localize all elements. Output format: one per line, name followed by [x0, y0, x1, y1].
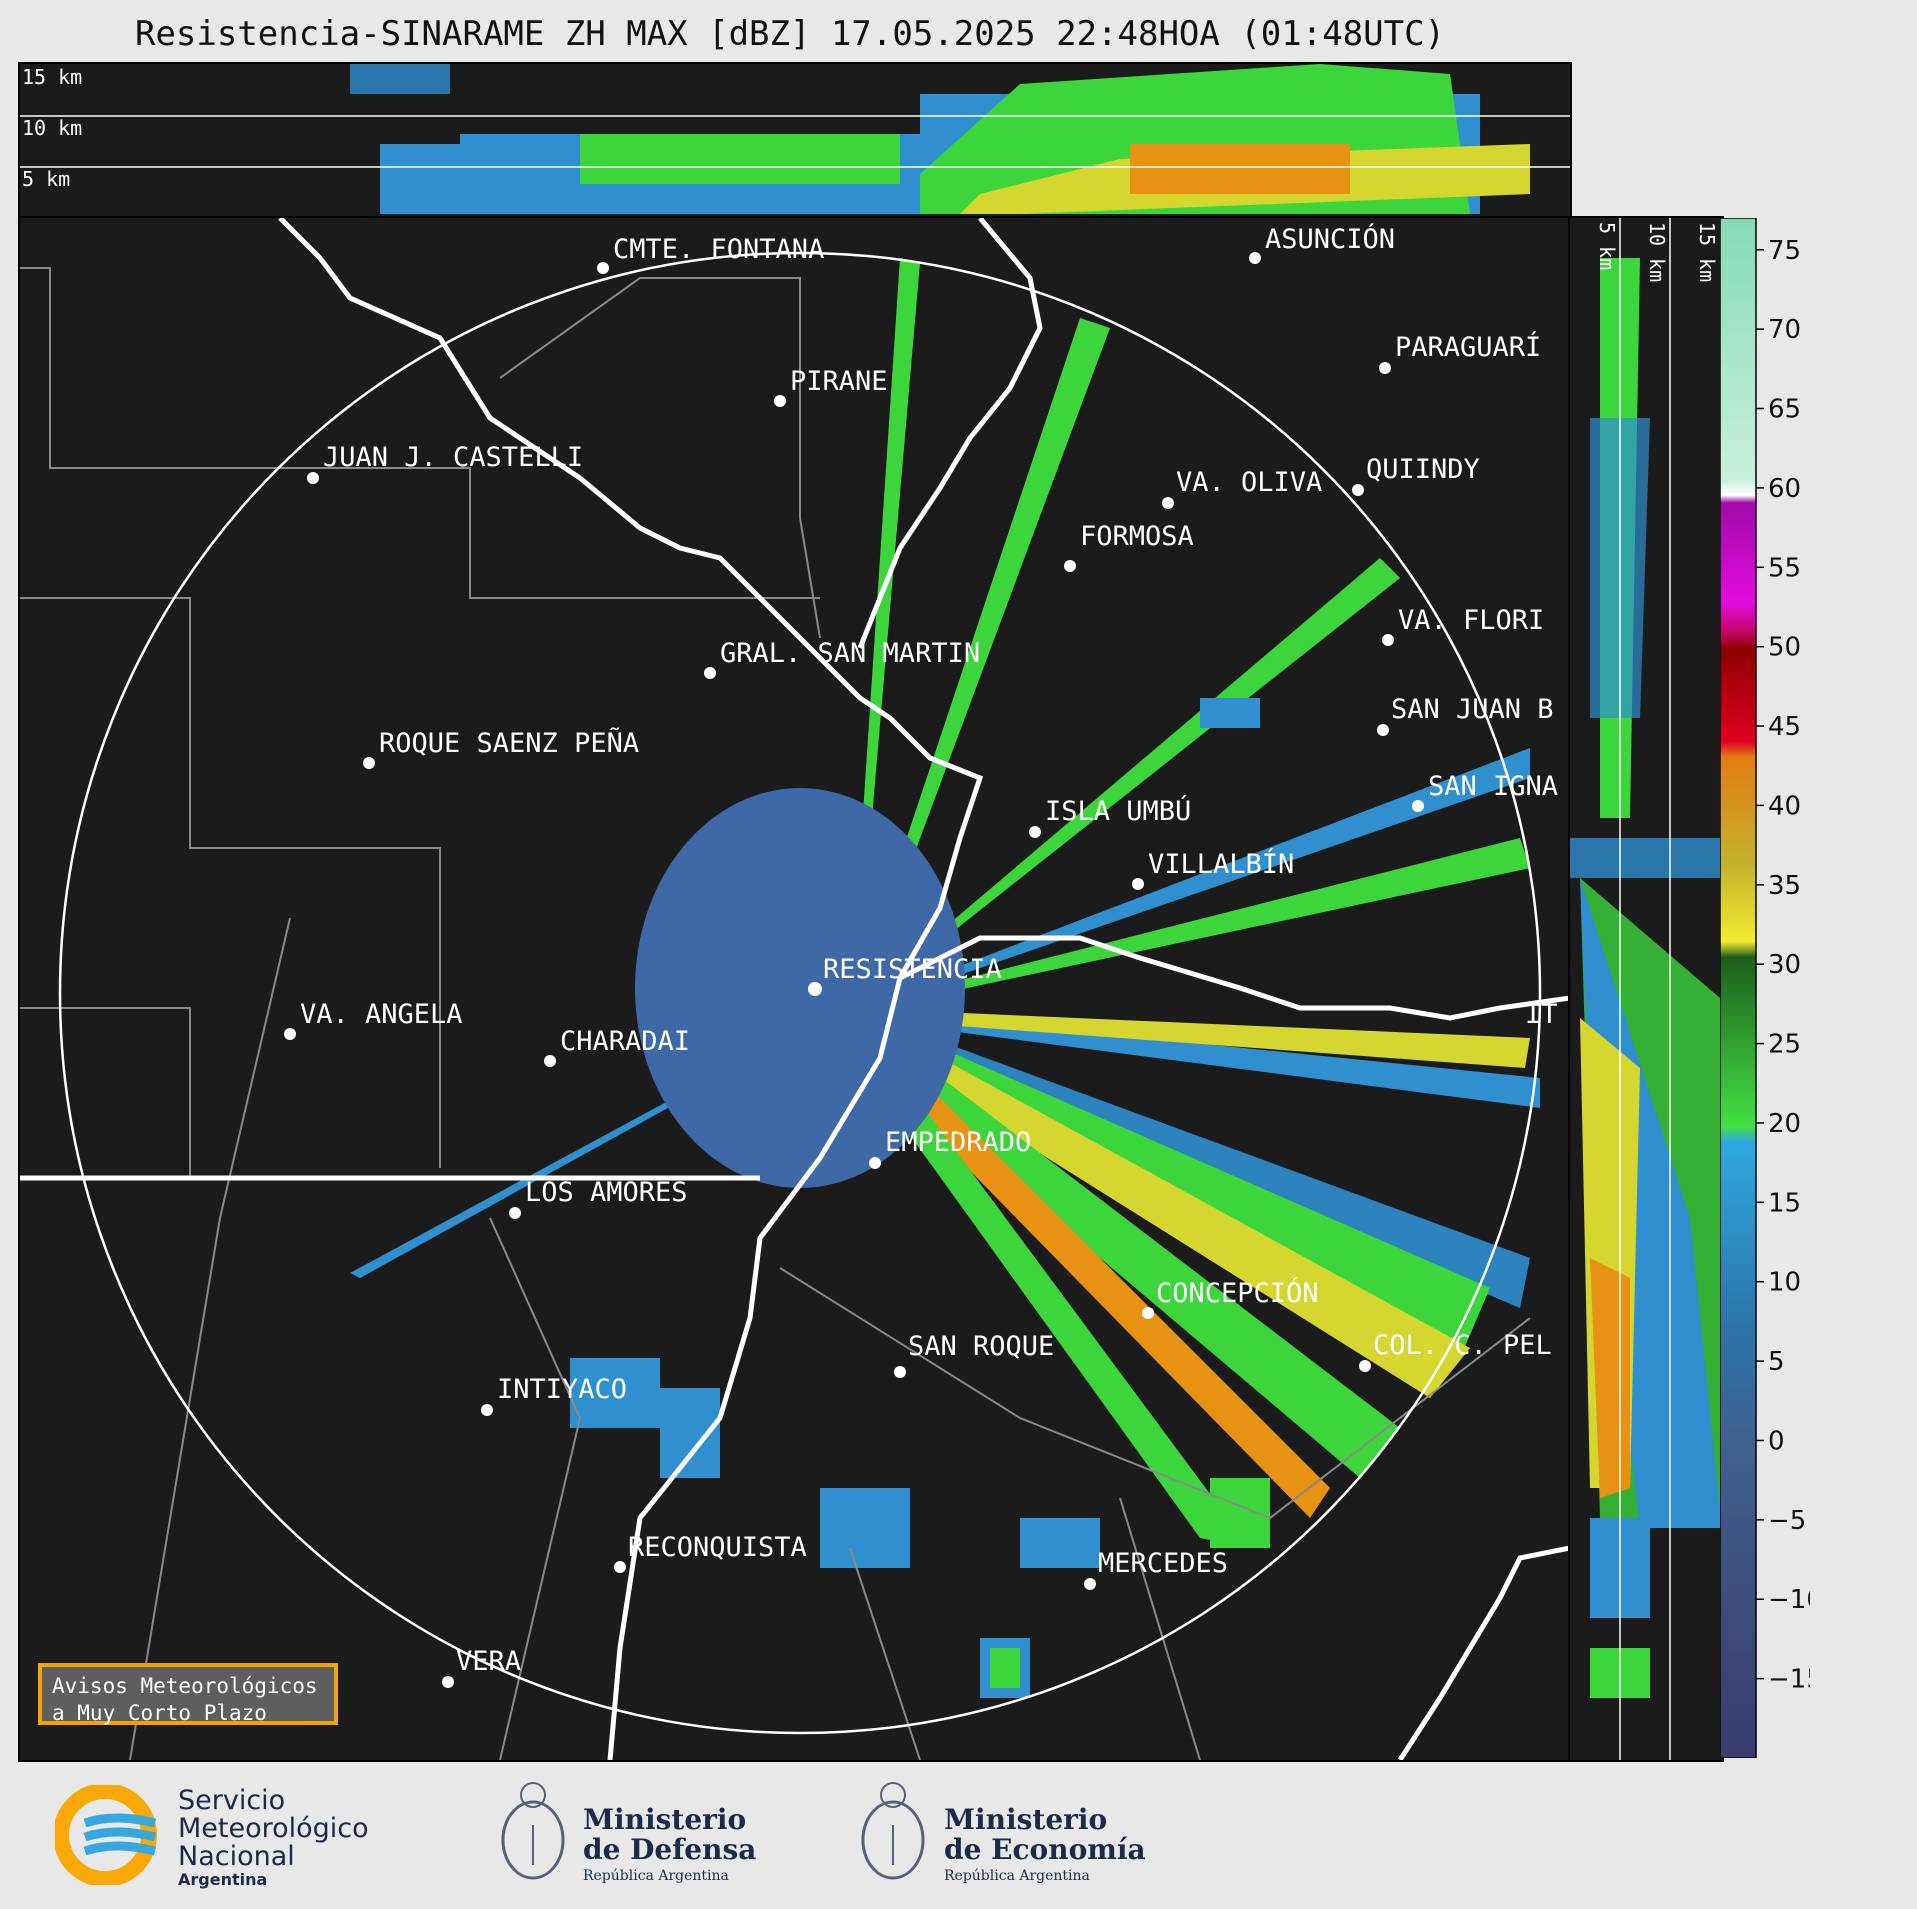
radar-map-svg: CMTE. FONTANA ASUNCIÓN PIRANE PARAGUARÍ …	[20, 218, 1570, 1760]
place-label: MERCEDES	[1098, 1548, 1228, 1579]
place-labels: CMTE. FONTANA ASUNCIÓN PIRANE PARAGUARÍ …	[300, 223, 1558, 1677]
smn-line4: Argentina	[178, 1870, 268, 1889]
place-label: INTIYACO	[497, 1374, 627, 1405]
avisos-line1: Avisos Meteorológicos	[52, 1674, 318, 1698]
economia-coat-of-arms-icon	[861, 1782, 925, 1880]
side-section-svg: 5 km 10 km 15 km	[1570, 218, 1722, 1760]
province-outlines	[20, 267, 1531, 1760]
place-label: RECONQUISTA	[628, 1532, 807, 1563]
colorbar-tick-label: −10	[1768, 1585, 1810, 1615]
colorbar-tick-label: −5	[1768, 1506, 1806, 1536]
colorbar-tick-label: 55	[1768, 553, 1801, 583]
colorbar-svg	[1719, 217, 1757, 1759]
height-label-10km: 10 km	[22, 116, 82, 140]
radar-site-label: RESISTENCIA	[823, 954, 1002, 985]
colorbar-tick-label: 15	[1768, 1188, 1801, 1218]
colorbar-tick-label: 70	[1768, 315, 1801, 345]
place-label: CONCEPCIÓN	[1156, 1277, 1319, 1309]
place-label: VA. FLORI	[1398, 605, 1544, 636]
colorbar-tick-label: 35	[1768, 871, 1801, 901]
place-label: ROQUE SAENZ PEÑA	[379, 727, 639, 759]
near-radar-echo	[635, 788, 965, 1188]
avisos-line2: a Muy Corto Plazo	[52, 1701, 267, 1725]
place-label: LOS AMORES	[525, 1177, 688, 1208]
top-section-panel: 15 km 10 km 5 km	[18, 62, 1572, 218]
place-label: SAN JUAN B	[1391, 694, 1554, 725]
place-label: JUAN J. CASTELLI	[323, 442, 583, 473]
height-label-5km: 5 km	[22, 167, 70, 191]
place-label: GRAL. SAN MARTIN	[720, 638, 980, 669]
colorbar-tick-label: 65	[1768, 395, 1801, 425]
borders	[20, 218, 1570, 1760]
range-ring	[58, 251, 1542, 1735]
place-label: ASUNCIÓN	[1265, 223, 1395, 255]
smn-logo-icon	[55, 1785, 157, 1885]
colorbar-tick-label: 45	[1768, 712, 1801, 742]
colorbar-tick-label: 30	[1768, 950, 1801, 980]
top-section-svg: 15 km 10 km 5 km	[20, 64, 1570, 214]
smn-line2: Meteorológico	[178, 1813, 369, 1844]
colorbar-tick-label: −15	[1768, 1665, 1810, 1695]
page-title: Resistencia-SINARAME ZH MAX [dBZ] 17.05.…	[134, 14, 1446, 54]
place-label: QUIINDY	[1366, 454, 1480, 485]
place-markers	[284, 252, 1424, 1688]
colorbar-tick-label: 20	[1768, 1109, 1801, 1139]
place-label: ISLA UMBÚ	[1045, 795, 1191, 827]
scattered-echoes	[570, 698, 1260, 1698]
side-section-panel: 5 km 10 km 15 km	[1568, 216, 1724, 1762]
economia-line2: de Economía	[944, 1833, 1146, 1866]
side-height-label-10km: 10 km	[1645, 222, 1669, 282]
side-height-label-5km: 5 km	[1595, 222, 1619, 270]
colorbar-tick-label: 5	[1768, 1347, 1785, 1377]
height-label-15km: 15 km	[22, 65, 82, 89]
colorbar-tick-label: 50	[1768, 633, 1801, 663]
place-label: FORMOSA	[1080, 521, 1194, 552]
place-label: VA. ANGELA	[300, 999, 463, 1030]
footer: Servicio Meteorológico Nacional Argentin…	[0, 1760, 1917, 1909]
place-label: EMPEDRADO	[885, 1127, 1031, 1158]
defensa-coat-of-arms-icon	[501, 1782, 565, 1880]
defensa-line3: República Argentina	[583, 1868, 729, 1884]
place-label: CHARADAI	[560, 1026, 690, 1057]
colorbar-tick-label: 0	[1768, 1426, 1785, 1456]
avisos-box: Avisos Meteorológicos a Muy Corto Plazo	[38, 1663, 338, 1725]
place-label: PARAGUARÍ	[1395, 331, 1541, 363]
colorbar-tick-label: 60	[1768, 474, 1801, 504]
economia-line3: República Argentina	[944, 1868, 1090, 1884]
radar-map-panel: CMTE. FONTANA ASUNCIÓN PIRANE PARAGUARÍ …	[18, 216, 1572, 1762]
place-label: VERA	[456, 1646, 521, 1677]
defensa-line1: Ministerio	[583, 1803, 747, 1836]
place-label: VILLALBÍN	[1148, 848, 1294, 880]
place-label: PIRANE	[790, 366, 888, 397]
smn-line3: Nacional	[178, 1841, 295, 1872]
place-label: COL. C. PEL	[1373, 1330, 1552, 1361]
colorbar-tick-label: 75	[1768, 236, 1801, 266]
place-label: SAN IGNA	[1428, 771, 1558, 802]
defensa-line2: de Defensa	[583, 1833, 757, 1866]
economia-line1: Ministerio	[944, 1803, 1108, 1836]
side-height-label-15km: 15 km	[1695, 222, 1719, 282]
colorbar-tick-label: 25	[1768, 1030, 1801, 1060]
place-label: CMTE. FONTANA	[613, 234, 824, 265]
place-label: SAN ROQUE	[908, 1331, 1054, 1362]
colorbar-tick-label: 10	[1768, 1268, 1801, 1298]
place-label: IT	[1525, 999, 1558, 1030]
colorbar-tick-label: 40	[1768, 791, 1801, 821]
place-label: VA. OLIVA	[1176, 467, 1322, 498]
smn-line1: Servicio	[178, 1785, 286, 1816]
